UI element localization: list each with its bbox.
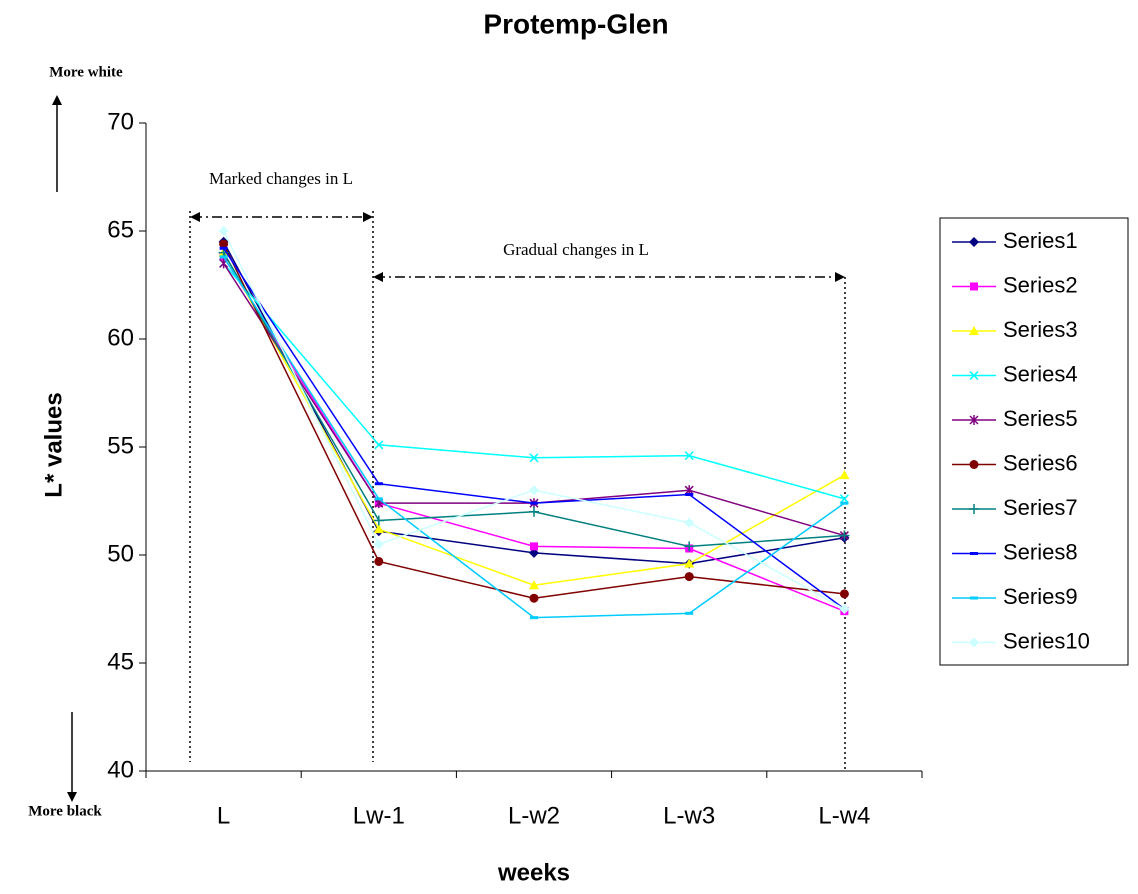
x-tick-label: L [217, 802, 230, 829]
marker [969, 237, 979, 247]
series: Series6 [219, 239, 1078, 603]
legend-label: Series3 [1003, 317, 1078, 342]
legend-label: Series9 [1003, 584, 1078, 609]
marker [969, 370, 979, 381]
series-line [223, 262, 845, 500]
legend-label: Series5 [1003, 406, 1078, 431]
y-tick-label: 70 [107, 108, 134, 135]
x-tick-label: L-w4 [818, 802, 870, 829]
y-tick-label: 50 [107, 540, 134, 567]
marker [684, 558, 695, 568]
marker [685, 611, 694, 615]
y-tick-label: 45 [107, 648, 134, 675]
marker [529, 593, 539, 603]
marker [839, 530, 850, 541]
marker [529, 485, 539, 496]
legend-box [939, 217, 1129, 666]
marker [529, 580, 539, 590]
y-tick-label: 65 [107, 216, 134, 243]
annotation: Gradual changes in L [503, 240, 649, 259]
marker [839, 494, 849, 504]
series: Series7 [218, 247, 1078, 552]
series: Series10 [218, 226, 1090, 653]
marker [969, 637, 979, 648]
marker [219, 255, 228, 259]
marker [969, 460, 979, 469]
series: Series1 [218, 228, 1078, 569]
marker [970, 552, 978, 555]
marker [530, 616, 538, 620]
marker [373, 515, 384, 526]
y-tick-label: 55 [107, 432, 134, 459]
series-line [222, 256, 845, 619]
marker [840, 501, 849, 505]
annotation: Marked changes in L [209, 169, 353, 188]
x-tick-label: L-w2 [508, 802, 560, 829]
marker [684, 541, 695, 552]
marker [839, 470, 850, 480]
marker [373, 524, 384, 534]
y-tick-label: 40 [107, 756, 134, 783]
marker [970, 596, 978, 600]
legend-label: Series7 [1003, 495, 1078, 520]
y-tick-label: 60 [107, 324, 134, 351]
marker [530, 542, 538, 551]
annotation: More white [49, 64, 123, 80]
x-axis-label: weeks [497, 859, 570, 886]
legend-label: Series8 [1003, 539, 1078, 564]
annotation: More black [28, 803, 102, 819]
marker [684, 517, 695, 528]
legend-label: Series1 [1003, 228, 1078, 253]
y-axis-label: L* values [40, 392, 67, 497]
marker [373, 539, 384, 550]
x-tick-label: L-w3 [663, 802, 715, 829]
legend-label: Series2 [1003, 272, 1078, 297]
marker [969, 415, 979, 425]
marker [529, 506, 539, 517]
chart-title: Protemp-Glen [483, 8, 668, 39]
marker [219, 246, 228, 250]
marker [219, 239, 229, 249]
marker [839, 589, 849, 599]
marker [374, 440, 384, 450]
series: Series3 [218, 247, 1078, 590]
marker [969, 504, 979, 514]
marker [530, 501, 538, 505]
marker [218, 226, 229, 236]
marker [374, 482, 383, 486]
marker [970, 282, 978, 291]
marker [685, 493, 694, 497]
x-tick-label: Lw-1 [353, 802, 405, 829]
marker [969, 326, 979, 335]
marker [374, 497, 383, 501]
marker [374, 556, 384, 566]
series: Series9 [219, 255, 1078, 620]
annotation-lines [52, 95, 846, 802]
marker [529, 453, 539, 463]
legend-label: Series10 [1003, 628, 1090, 653]
marker [684, 572, 694, 582]
legend-label: Series4 [1003, 361, 1078, 386]
marker [684, 451, 694, 461]
marker [839, 604, 850, 614]
legend-label: Series6 [1003, 450, 1078, 475]
